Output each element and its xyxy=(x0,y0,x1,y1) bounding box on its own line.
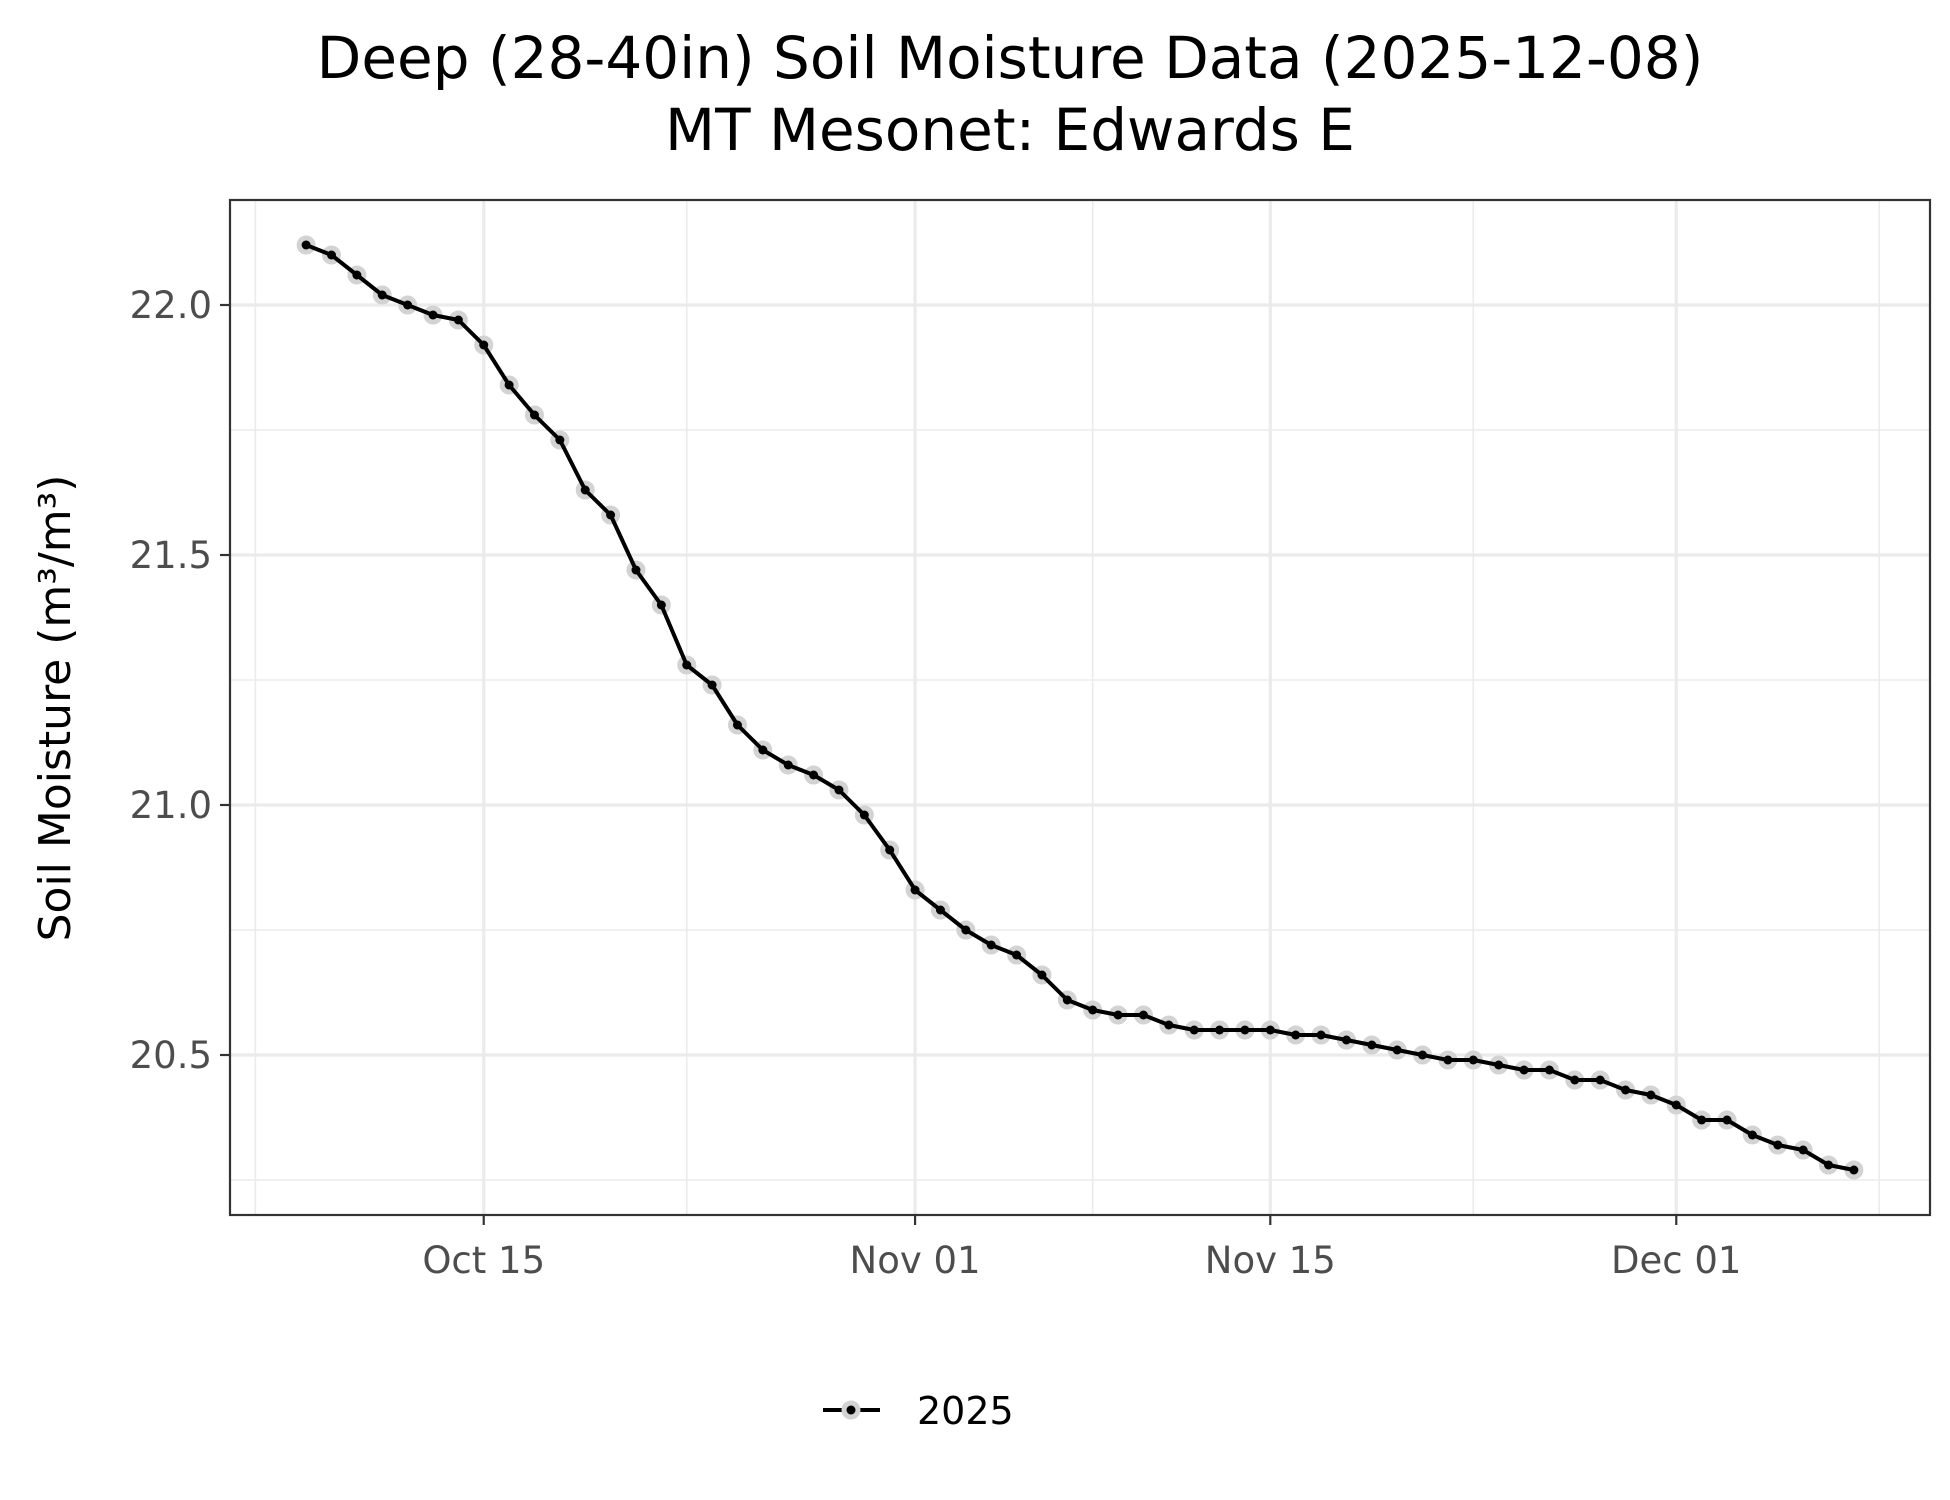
x-tick-label: Dec 01 xyxy=(1611,1239,1741,1282)
data-point xyxy=(834,785,844,795)
data-point xyxy=(377,290,387,300)
x-axis: Oct 15 Nov 01 Nov 15 Dec 01 xyxy=(422,1215,1741,1282)
data-point xyxy=(1291,1030,1301,1040)
data-point xyxy=(529,410,539,420)
data-point xyxy=(504,380,514,390)
y-tick-label: 22.0 xyxy=(130,284,212,327)
x-tick-label: Nov 15 xyxy=(1205,1239,1336,1282)
data-point xyxy=(986,940,996,950)
data-point xyxy=(1544,1065,1554,1075)
data-point xyxy=(1443,1055,1453,1065)
data-point xyxy=(606,510,616,520)
data-point xyxy=(1621,1085,1631,1095)
y-tick-label: 20.5 xyxy=(130,1034,212,1077)
data-point xyxy=(732,720,742,730)
minor-gridlines xyxy=(230,200,1930,1215)
x-tick-label: Nov 01 xyxy=(850,1239,981,1282)
data-point xyxy=(656,600,666,610)
data-point xyxy=(631,565,641,575)
data-point xyxy=(580,485,590,495)
data-point xyxy=(1773,1140,1783,1150)
data-point xyxy=(1341,1035,1351,1045)
data-point xyxy=(1646,1090,1656,1100)
data-point xyxy=(885,845,895,855)
data-point xyxy=(1265,1025,1275,1035)
data-point xyxy=(1595,1075,1605,1085)
data-point xyxy=(1189,1025,1199,1035)
data-point xyxy=(1747,1130,1757,1140)
y-tick-label: 21.5 xyxy=(130,534,212,577)
legend: 2025 xyxy=(823,1389,1014,1433)
data-point xyxy=(1240,1025,1250,1035)
data-point xyxy=(428,310,438,320)
chart-subtitle: MT Mesonet: Edwards E xyxy=(665,96,1355,164)
data-point xyxy=(1113,1010,1123,1020)
data-point xyxy=(1849,1165,1859,1175)
data-point xyxy=(1824,1160,1834,1170)
data-point xyxy=(1570,1075,1580,1085)
data-point xyxy=(707,680,717,690)
x-tick-label: Oct 15 xyxy=(422,1239,545,1282)
data-point xyxy=(1367,1040,1377,1050)
data-point xyxy=(1798,1145,1808,1155)
data-point xyxy=(1418,1050,1428,1060)
legend-label-2025: 2025 xyxy=(917,1389,1014,1433)
data-point xyxy=(555,435,565,445)
data-point xyxy=(758,745,768,755)
data-point xyxy=(783,760,793,770)
data-point xyxy=(301,240,311,250)
y-axis: 20.5 21.0 21.5 22.0 xyxy=(130,284,230,1077)
data-point xyxy=(1012,950,1022,960)
plot-panel-border xyxy=(228,198,1932,1217)
data-point xyxy=(961,925,971,935)
data-point xyxy=(479,340,489,350)
data-point xyxy=(682,660,692,670)
data-point xyxy=(1062,995,1072,1005)
legend-point xyxy=(846,1405,856,1415)
data-point xyxy=(1215,1025,1225,1035)
data-point xyxy=(1164,1020,1174,1030)
plot-panel-background xyxy=(230,200,1930,1215)
data-point xyxy=(1037,970,1047,980)
data-point xyxy=(1468,1055,1478,1065)
y-axis-title: Soil Moisture (m³/m³) xyxy=(30,475,81,942)
data-point xyxy=(1671,1100,1681,1110)
data-point xyxy=(1088,1005,1098,1015)
data-point xyxy=(453,315,463,325)
series-layer xyxy=(296,235,1864,1180)
data-point xyxy=(1519,1065,1529,1075)
data-point xyxy=(910,885,920,895)
data-point xyxy=(352,270,362,280)
data-point xyxy=(809,770,819,780)
major-gridlines xyxy=(230,200,1930,1215)
data-point xyxy=(935,905,945,915)
y-tick-label: 21.0 xyxy=(130,784,212,827)
data-point xyxy=(403,300,413,310)
data-point xyxy=(1697,1115,1707,1125)
data-point xyxy=(326,250,336,260)
chart-title: Deep (28-40in) Soil Moisture Data (2025-… xyxy=(317,24,1704,92)
data-point xyxy=(1722,1115,1732,1125)
data-point xyxy=(1494,1060,1504,1070)
data-point xyxy=(1138,1010,1148,1020)
data-point xyxy=(1392,1045,1402,1055)
data-point xyxy=(1316,1030,1326,1040)
data-point xyxy=(859,810,869,820)
